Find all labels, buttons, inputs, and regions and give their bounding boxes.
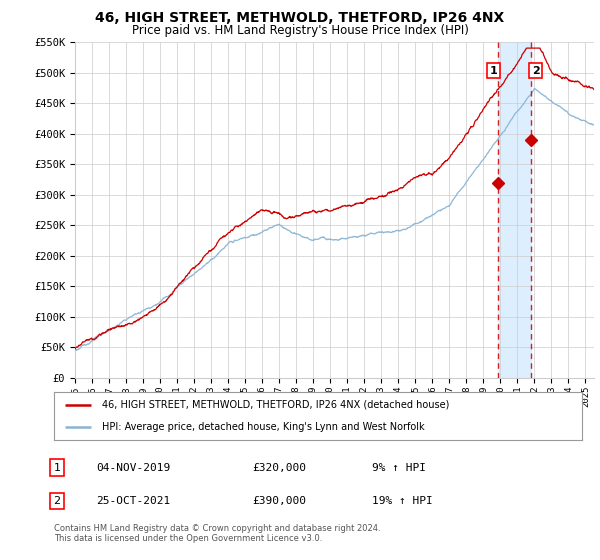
Text: 04-NOV-2019: 04-NOV-2019 [96,463,170,473]
Text: 1: 1 [53,463,61,473]
Text: Price paid vs. HM Land Registry's House Price Index (HPI): Price paid vs. HM Land Registry's House … [131,24,469,37]
Text: 46, HIGH STREET, METHWOLD, THETFORD, IP26 4NX (detached house): 46, HIGH STREET, METHWOLD, THETFORD, IP2… [101,400,449,410]
Text: 2: 2 [53,496,61,506]
Text: 2: 2 [532,66,539,76]
Text: £320,000: £320,000 [252,463,306,473]
Text: 25-OCT-2021: 25-OCT-2021 [96,496,170,506]
Text: 19% ↑ HPI: 19% ↑ HPI [372,496,433,506]
Text: £390,000: £390,000 [252,496,306,506]
Text: 9% ↑ HPI: 9% ↑ HPI [372,463,426,473]
Bar [497,42,532,378]
Text: 1: 1 [490,66,497,76]
Text: 46, HIGH STREET, METHWOLD, THETFORD, IP26 4NX: 46, HIGH STREET, METHWOLD, THETFORD, IP2… [95,11,505,25]
Text: HPI: Average price, detached house, King's Lynn and West Norfolk: HPI: Average price, detached house, King… [101,422,424,432]
Text: Contains HM Land Registry data © Crown copyright and database right 2024.
This d: Contains HM Land Registry data © Crown c… [54,524,380,543]
